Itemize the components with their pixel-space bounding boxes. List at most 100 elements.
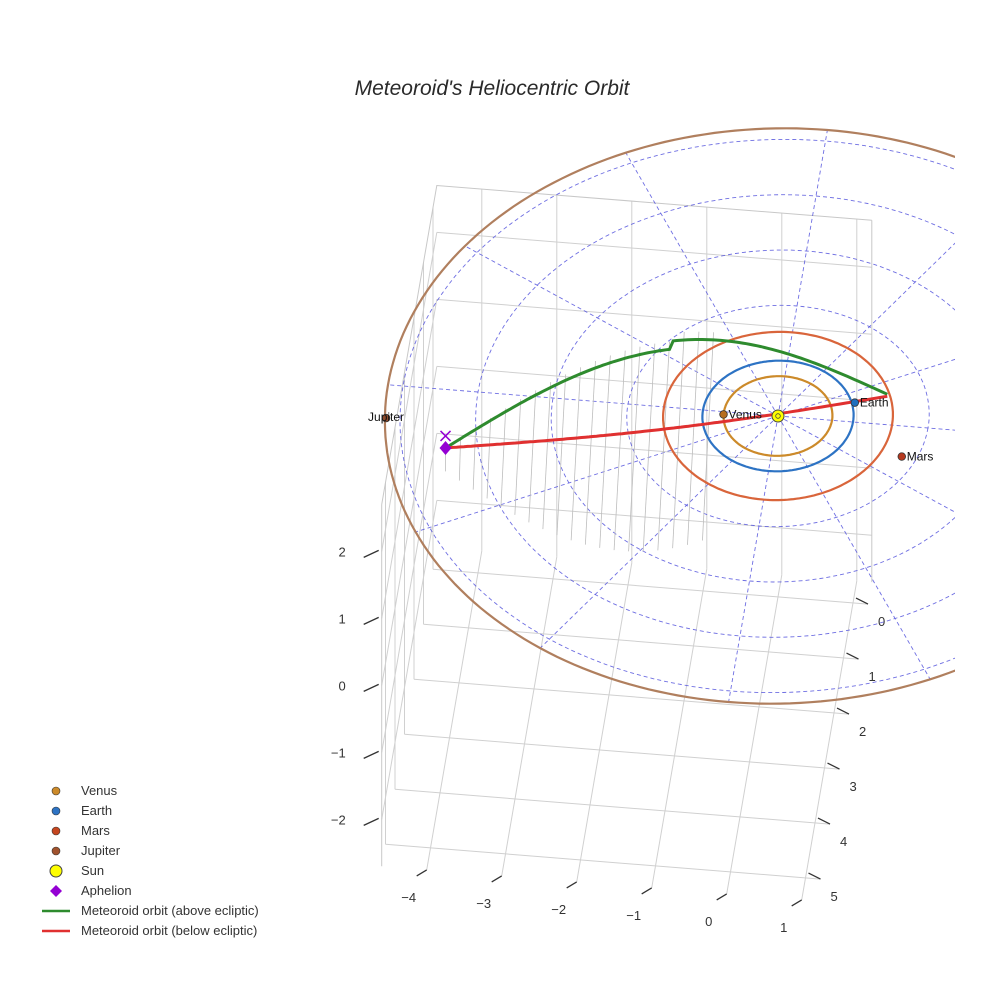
y-tick-mark (817, 817, 831, 825)
drop-line (486, 417, 492, 499)
grid-line-z-back (436, 432, 872, 469)
drop-line (458, 437, 461, 481)
grid-line-z-back (436, 365, 872, 402)
x-axis-ticks: −4 −3 −2 −1 0 1 (401, 869, 803, 935)
z-tick-mark (363, 750, 379, 759)
legend-label: Jupiter (81, 843, 121, 858)
legend-label: Venus (81, 783, 118, 798)
drop-line (599, 355, 611, 548)
y-tick-label: 2 (859, 724, 866, 739)
legend: Venus Earth Mars Jupiter Sun Aphelion Meteoroi… (42, 783, 259, 938)
grid-line-y-floor (404, 733, 840, 770)
x-tick-mark (491, 875, 503, 883)
jupiter-marker (381, 413, 391, 423)
z-tick-mark (363, 817, 379, 826)
earth-label: Earth (860, 396, 889, 410)
drop-line (657, 341, 670, 551)
x-tick-label: 0 (705, 914, 712, 929)
x-tick-label: −4 (401, 890, 416, 905)
x-tick-mark (791, 899, 803, 907)
meteoroid-orbit (444, 338, 888, 450)
z-tick-label: 1 (338, 611, 345, 626)
x-tick-label: 1 (780, 920, 787, 935)
legend-item[interactable]: Jupiter (51, 843, 121, 858)
grid-line-y-floor (423, 623, 859, 660)
drop-line (514, 399, 522, 515)
x-tick-mark (716, 893, 728, 901)
meteoroid-orbit-below (445, 394, 888, 450)
legend-label: Mars (81, 823, 110, 838)
legend-dot-icon (51, 826, 61, 836)
axis-box-grid (381, 184, 873, 900)
y-tick-mark (855, 597, 869, 605)
ecliptic-spoke (625, 152, 779, 417)
ecliptic-spoke (777, 415, 955, 513)
legend-item[interactable]: Sun (49, 863, 104, 878)
ecliptic-spoke (728, 415, 779, 703)
x-tick-label: −2 (551, 902, 566, 917)
legend-label: Earth (81, 803, 112, 818)
drop-line (570, 367, 581, 541)
y-tick-label: 4 (840, 834, 847, 849)
drop-line (584, 360, 596, 545)
legend-item[interactable]: Meteoroid orbit (above ecliptic) (42, 903, 259, 918)
projection-drop-lines (445, 331, 714, 552)
ecliptic-spoke (777, 415, 931, 680)
grid-line-x-floor (501, 556, 558, 876)
ecliptic-spoke (777, 415, 955, 431)
y-tick-label: 0 (878, 614, 885, 629)
y-tick-mark (808, 872, 821, 880)
legend-item[interactable]: Aphelion (50, 883, 132, 898)
drop-line (542, 382, 552, 530)
grid-line-y-floor (394, 788, 831, 825)
legend-item[interactable]: Earth (51, 803, 112, 818)
x-tick-mark (641, 887, 653, 895)
grid-line-z-back (436, 499, 872, 536)
y-axis-ticks: 0 1 2 3 4 5 (808, 597, 885, 904)
grid-line-y-floor (413, 678, 850, 715)
grid-line-z-back (436, 231, 872, 268)
grid-line-y-floor (432, 568, 869, 605)
legend-label: Meteoroid orbit (below ecliptic) (81, 923, 257, 938)
z-tick-mark (363, 616, 379, 625)
grid-line-z-left (381, 232, 438, 552)
y-tick-label: 1 (869, 669, 876, 684)
grid-line-z-left (381, 500, 438, 820)
jupiter-orbit (383, 127, 955, 705)
body-markers: Venus Earth Mars Jupiter (368, 396, 933, 464)
grid-line-x-floor (426, 550, 483, 870)
jupiter-label: Jupiter (368, 410, 404, 424)
meteoroid-orbit-above (444, 338, 888, 450)
x-tick-label: −1 (626, 908, 641, 923)
earth-orbit (701, 359, 855, 473)
sun-marker (771, 409, 785, 423)
drop-line (613, 350, 626, 551)
mars-marker (897, 452, 906, 461)
legend-dot-icon (51, 846, 61, 856)
legend-item[interactable]: Venus (51, 783, 118, 798)
drop-line (556, 374, 567, 536)
mars-label: Mars (907, 450, 934, 464)
ecliptic-reference-grid (387, 129, 955, 703)
ecliptic-spoke (777, 358, 955, 417)
z-tick-mark (363, 549, 379, 558)
legend-item[interactable]: Mars (51, 823, 110, 838)
y-tick-mark (836, 707, 850, 715)
aphelion-marker (439, 440, 452, 455)
y-tick-mark (827, 762, 840, 770)
mars-orbit (661, 330, 895, 502)
ecliptic-spoke (415, 415, 779, 533)
z-tick-label: 0 (338, 678, 345, 693)
grid-line-z-back (436, 298, 872, 335)
legend-item[interactable]: Meteoroid orbit (below ecliptic) (42, 923, 257, 938)
ecliptic-ring (399, 138, 955, 694)
legend-diamond-icon (50, 885, 62, 897)
grid-line-x-floor (726, 574, 783, 894)
z-tick-label: 2 (338, 544, 345, 559)
drop-line (500, 408, 507, 507)
grid-line-z-left (381, 433, 438, 753)
x-tick-mark (566, 881, 578, 889)
grid-line-y-floor (385, 843, 821, 880)
legend-label: Aphelion (81, 883, 132, 898)
drop-line (472, 427, 477, 490)
